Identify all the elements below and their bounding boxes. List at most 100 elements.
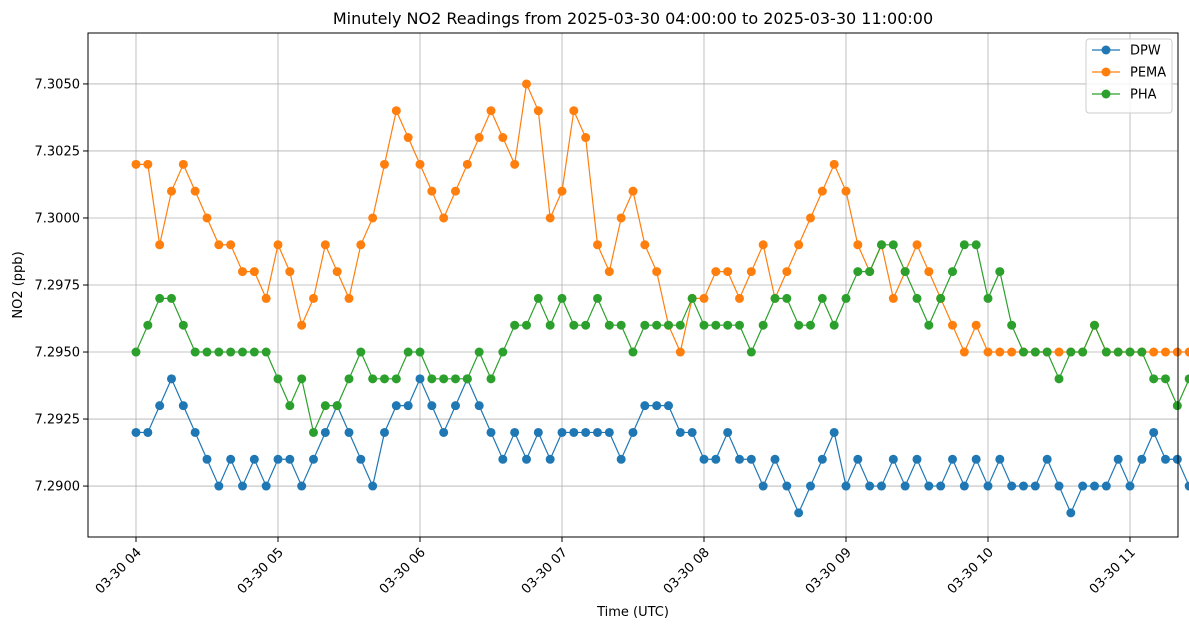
data-point-pema: [948, 320, 957, 330]
chart-title: Minutely NO2 Readings from 2025-03-30 04…: [333, 9, 933, 28]
data-point-pema: [959, 347, 969, 357]
data-point-dpw: [273, 454, 283, 464]
data-point-pha: [959, 240, 969, 250]
data-point-pema: [924, 267, 934, 277]
data-point-pha: [900, 267, 910, 277]
data-point-pema: [451, 186, 460, 196]
data-point-pha: [261, 347, 271, 357]
data-point-pema: [794, 240, 804, 250]
data-point-pema: [735, 293, 744, 303]
data-point-dpw: [1125, 481, 1135, 491]
series-dpw: [131, 374, 1189, 518]
data-point-pha: [249, 347, 259, 357]
data-point-dpw: [735, 454, 744, 464]
data-point-pema: [782, 267, 792, 277]
data-point-pha: [806, 320, 815, 330]
data-point-pha: [1054, 374, 1064, 384]
data-point-pema: [498, 133, 508, 143]
data-point-dpw: [1019, 481, 1028, 491]
data-point-pema: [391, 106, 401, 116]
data-point-pha: [794, 320, 804, 330]
data-point-pema: [557, 186, 567, 196]
data-point-pha: [569, 320, 579, 330]
data-point-pha: [841, 293, 851, 303]
data-point-pha: [593, 293, 602, 303]
data-point-pha: [971, 240, 981, 250]
data-point-pema: [214, 240, 224, 250]
data-point-pha: [297, 374, 307, 384]
y-tick-label: 7.3050: [35, 77, 81, 92]
data-point-pha: [1066, 347, 1076, 357]
data-point-dpw: [888, 454, 898, 464]
series-pha: [131, 240, 1189, 437]
data-point-dpw: [522, 454, 531, 464]
data-point-pema: [995, 347, 1005, 357]
data-point-dpw: [557, 427, 567, 437]
data-point-dpw: [758, 481, 768, 491]
data-point-pha: [285, 401, 295, 411]
data-point-pema: [652, 267, 662, 277]
data-point-dpw: [1066, 508, 1076, 518]
data-point-pha: [782, 293, 792, 303]
legend-item-pha: PHA: [1092, 88, 1157, 103]
data-point-dpw: [877, 481, 886, 491]
data-point-pema: [320, 240, 330, 250]
data-point-pema: [569, 106, 579, 116]
data-point-dpw: [1149, 427, 1159, 437]
data-point-pema: [261, 293, 271, 303]
data-point-dpw: [711, 454, 721, 464]
data-point-pema: [628, 186, 638, 196]
data-point-pema: [983, 347, 993, 357]
data-point-pema: [297, 320, 307, 330]
data-point-dpw: [178, 401, 188, 411]
data-point-pha: [616, 320, 626, 330]
data-point-pema: [616, 213, 626, 223]
data-point-dpw: [770, 454, 780, 464]
data-point-pema: [699, 293, 709, 303]
data-point-dpw: [652, 401, 662, 411]
data-point-dpw: [912, 454, 922, 464]
data-point-dpw: [640, 401, 650, 411]
data-point-dpw: [936, 481, 946, 491]
data-point-pha: [675, 320, 685, 330]
data-point-dpw: [900, 481, 910, 491]
data-point-pema: [640, 240, 650, 250]
data-point-pha: [652, 320, 662, 330]
data-point-dpw: [1090, 481, 1099, 491]
data-point-dpw: [545, 454, 555, 464]
data-point-pha: [190, 347, 200, 357]
data-point-pema: [167, 186, 176, 196]
data-point-pha: [912, 293, 922, 303]
data-point-dpw: [439, 427, 449, 437]
data-point-pema: [486, 106, 496, 116]
data-point-pha: [545, 320, 555, 330]
data-point-dpw: [533, 427, 543, 437]
data-point-pha: [1161, 374, 1170, 384]
data-point-pha: [332, 401, 342, 411]
data-point-dpw: [190, 427, 200, 437]
data-point-pema: [415, 159, 425, 169]
data-point-pha: [995, 267, 1005, 277]
data-point-dpw: [498, 454, 508, 464]
data-point-pha: [557, 293, 567, 303]
data-point-pha: [1149, 374, 1159, 384]
data-point-pema: [545, 213, 555, 223]
data-point-pema: [1149, 347, 1159, 357]
data-point-pha: [1113, 347, 1123, 357]
data-point-dpw: [261, 481, 271, 491]
data-point-pema: [309, 293, 318, 303]
data-point-dpw: [238, 481, 247, 491]
data-point-pema: [806, 213, 815, 223]
data-point-pema: [581, 133, 591, 143]
data-point-dpw: [841, 481, 851, 491]
legend-marker-pema: [1101, 67, 1111, 77]
data-point-dpw: [167, 374, 176, 384]
data-point-pha: [1007, 320, 1017, 330]
data-point-dpw: [593, 427, 602, 437]
data-point-dpw: [746, 454, 756, 464]
data-point-dpw: [380, 427, 389, 437]
data-point-pha: [462, 374, 472, 384]
data-point-pha: [155, 293, 165, 303]
data-point-pha: [415, 347, 425, 357]
data-point-pha: [510, 320, 520, 330]
